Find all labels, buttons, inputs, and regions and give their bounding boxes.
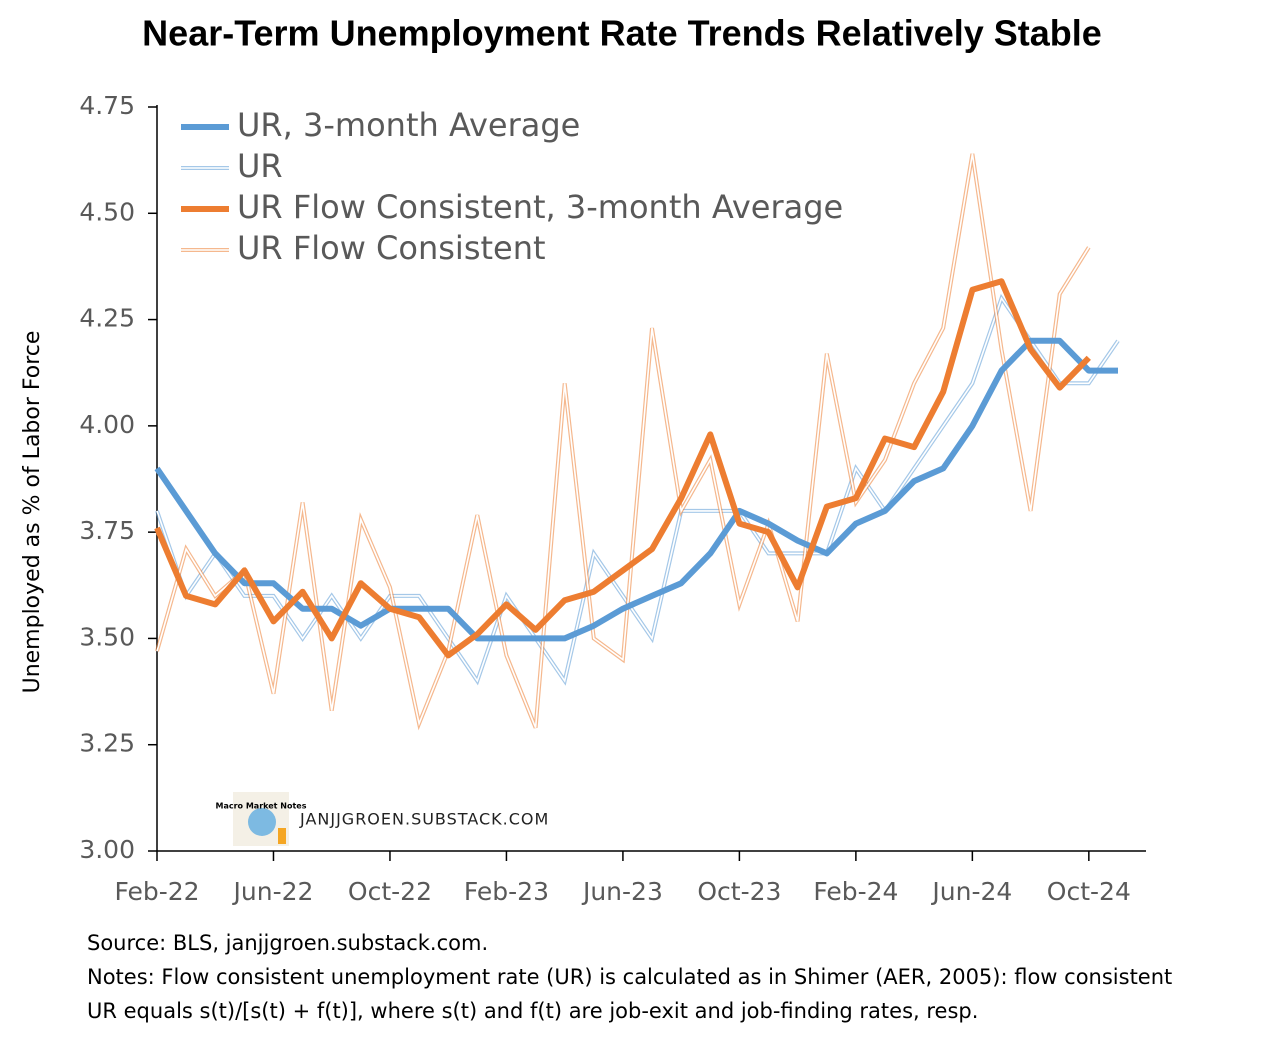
x-tick-label: Jun-23 <box>581 877 663 906</box>
y-tick-label: 3.75 <box>79 516 135 545</box>
y-tick-label: 4.50 <box>79 197 135 226</box>
line <box>154 278 1091 659</box>
y-tick-label: 4.75 <box>79 91 135 120</box>
y-tick-label: 4.25 <box>79 304 135 333</box>
x-tick-label: Oct-23 <box>697 877 781 906</box>
legend-label: UR Flow Consistent <box>237 229 546 267</box>
x-tick-label: Jun-22 <box>232 877 314 906</box>
logo-shape <box>248 808 276 836</box>
chart-title: Near-Term Unemployment Rate Trends Relat… <box>142 13 1102 54</box>
legend-label: UR Flow Consistent, 3-month Average <box>237 188 843 226</box>
x-tick-label: Feb-22 <box>114 877 199 906</box>
legend-label: UR <box>237 147 283 185</box>
x-tick-label: Oct-22 <box>348 877 432 906</box>
x-tick-label: Oct-24 <box>1047 877 1131 906</box>
x-tick-label: Feb-24 <box>813 877 898 906</box>
logo-shape <box>278 828 286 844</box>
notes-line: Notes: Flow consistent unemployment rate… <box>87 965 1172 989</box>
logo: Macro Market Notes <box>216 792 307 846</box>
x-tick-label: Feb-23 <box>464 877 549 906</box>
source-note: Source: BLS, janjjgroen.substack.com. <box>87 931 488 955</box>
y-tick-label: 4.00 <box>79 410 135 439</box>
watermark: JANJJGROEN.SUBSTACK.COM <box>299 810 549 829</box>
logo-text: Macro Market Notes <box>216 802 307 811</box>
legend-label: UR, 3-month Average <box>237 106 580 144</box>
x-tick-label: Jun-24 <box>930 877 1012 906</box>
y-tick-label: 3.25 <box>79 729 135 758</box>
notes-line: UR equals s(t)/[s(t) + f(t)], where s(t)… <box>87 999 978 1023</box>
y-tick-label: 3.00 <box>79 835 135 864</box>
line <box>154 337 1118 642</box>
y-tick-label: 3.50 <box>79 622 135 651</box>
y-axis-label: Unemployed as % of Labor Force <box>20 331 45 694</box>
